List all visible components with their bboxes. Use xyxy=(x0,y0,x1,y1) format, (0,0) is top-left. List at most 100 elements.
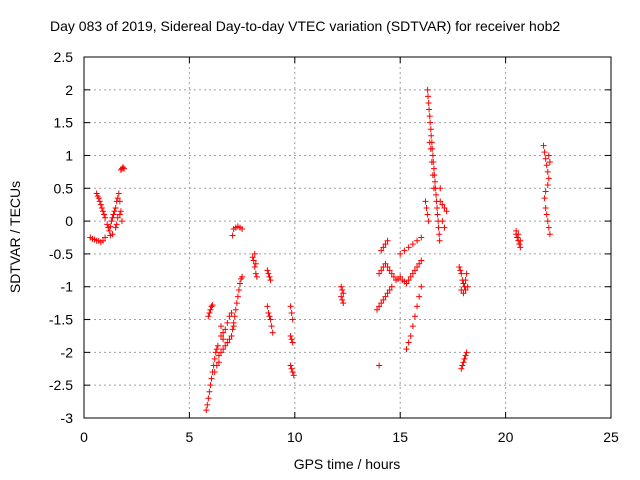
data-point xyxy=(431,178,438,185)
data-point xyxy=(430,185,437,192)
data-point xyxy=(462,277,469,284)
data-point xyxy=(378,300,385,307)
data-point xyxy=(441,204,448,211)
data-point xyxy=(460,359,467,366)
data-point xyxy=(390,273,397,280)
data-point xyxy=(121,165,128,172)
data-point xyxy=(434,204,441,211)
data-point xyxy=(104,221,111,228)
data-point xyxy=(235,287,242,294)
data-point xyxy=(516,241,523,248)
data-point xyxy=(236,280,243,287)
data-point xyxy=(378,267,385,274)
x-tick-label: 20 xyxy=(498,429,514,445)
y-tick-label: -1.5 xyxy=(49,312,73,328)
data-point xyxy=(461,355,468,362)
data-point xyxy=(441,224,448,231)
data-point xyxy=(380,244,387,251)
data-point xyxy=(376,362,383,369)
data-point xyxy=(543,211,550,218)
data-point xyxy=(414,303,421,310)
data-point xyxy=(99,208,106,215)
x-axis-label: GPS time / hours xyxy=(294,456,401,472)
y-tick-label: 2 xyxy=(65,82,73,98)
data-point xyxy=(101,211,108,218)
data-point xyxy=(376,303,383,310)
data-point xyxy=(437,198,444,205)
data-point xyxy=(339,296,346,303)
data-point xyxy=(545,224,552,231)
data-point xyxy=(250,257,257,264)
data-point xyxy=(208,375,215,382)
data-point xyxy=(424,211,431,218)
data-point xyxy=(405,277,412,284)
data-point xyxy=(231,313,238,320)
data-point xyxy=(545,175,552,182)
data-point xyxy=(429,152,436,159)
data-point xyxy=(109,214,116,221)
data-point xyxy=(424,86,431,93)
data-point xyxy=(220,336,227,343)
data-point xyxy=(382,241,389,248)
data-point xyxy=(252,270,259,277)
data-point xyxy=(96,198,103,205)
data-point xyxy=(119,164,126,171)
data-point xyxy=(411,267,418,274)
data-point xyxy=(546,159,553,166)
y-tick-label: -2.5 xyxy=(49,377,73,393)
data-point xyxy=(403,346,410,353)
data-point xyxy=(433,191,440,198)
data-point xyxy=(544,168,551,175)
data-point xyxy=(418,257,425,264)
data-point xyxy=(540,142,547,149)
data-point xyxy=(266,313,273,320)
data-point xyxy=(425,93,432,100)
data-point xyxy=(108,218,115,225)
data-point xyxy=(513,227,520,234)
data-point xyxy=(339,287,346,294)
data-point xyxy=(117,208,124,215)
data-point xyxy=(222,342,229,349)
data-point xyxy=(232,306,239,313)
data-point xyxy=(229,232,236,239)
data-point xyxy=(418,283,425,290)
data-point xyxy=(459,362,466,369)
data-point xyxy=(463,270,470,277)
y-tick-label: 1.5 xyxy=(54,115,74,131)
data-point xyxy=(384,290,391,297)
data-point xyxy=(427,145,434,152)
data-point xyxy=(544,181,551,188)
data-point xyxy=(515,231,522,238)
data-point xyxy=(462,352,469,359)
data-point xyxy=(380,296,387,303)
data-point xyxy=(443,208,450,215)
data-point xyxy=(102,214,109,221)
data-point xyxy=(460,290,467,297)
data-point xyxy=(112,204,119,211)
x-tick-label: 5 xyxy=(186,429,194,445)
data-point xyxy=(253,273,260,280)
data-point xyxy=(267,277,274,284)
data-point xyxy=(514,234,521,241)
x-tick-label: 15 xyxy=(392,429,408,445)
data-point xyxy=(414,237,421,244)
data-point xyxy=(397,250,404,257)
data-point xyxy=(425,218,432,225)
data-point xyxy=(215,352,222,359)
data-point xyxy=(338,283,345,290)
data-point xyxy=(251,250,258,257)
data-point xyxy=(401,247,408,254)
y-tick-label: 0.5 xyxy=(54,180,74,196)
data-point xyxy=(542,188,549,195)
data-point xyxy=(205,395,212,402)
data-point xyxy=(112,224,119,231)
data-point xyxy=(403,280,410,287)
data-point xyxy=(378,247,385,254)
data-point xyxy=(405,339,412,346)
data-point xyxy=(220,329,227,336)
data-point xyxy=(205,313,212,320)
y-tick-label: 1 xyxy=(65,147,73,163)
data-point xyxy=(266,273,273,280)
grid xyxy=(84,57,611,418)
data-point xyxy=(457,267,464,274)
